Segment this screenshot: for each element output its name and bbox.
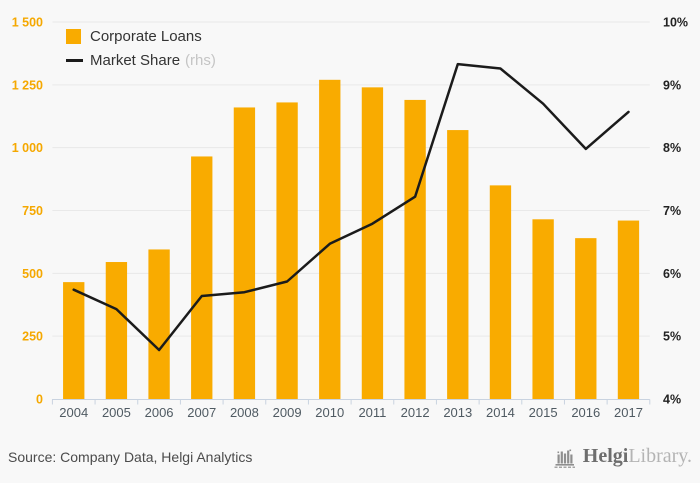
- y-axis-right-label: 7%: [663, 204, 681, 218]
- bar-2006: [148, 249, 170, 399]
- legend-bar-label: Corporate Loans: [90, 28, 202, 45]
- helgi-library-logo: HelgiLibrary.: [553, 442, 692, 469]
- chart-legend: Corporate Loans Market Share (rhs): [66, 27, 216, 70]
- y-axis-right-label: 8%: [663, 141, 681, 155]
- market-share-line: [72, 62, 630, 352]
- bar-2007: [191, 156, 213, 399]
- y-axis-right-label: 5%: [663, 330, 681, 344]
- bar-2013: [447, 130, 469, 399]
- y-axis-left-label: 750: [22, 204, 43, 218]
- x-axis-label-2009: 2009: [273, 405, 302, 420]
- legend-item-market-share: Market Share (rhs): [66, 51, 216, 70]
- x-axis-label-2007: 2007: [187, 405, 216, 420]
- bar-2008: [233, 107, 256, 399]
- legend-line-label: Market Share: [90, 52, 181, 69]
- x-axis-label-2004: 2004: [59, 405, 88, 420]
- helgi-logo-bars-icon: [554, 449, 575, 468]
- x-axis-label-2015: 2015: [529, 405, 558, 420]
- bar-2010: [319, 79, 341, 399]
- y-axis-right-label: 4%: [663, 393, 681, 407]
- x-axis-label-2010: 2010: [315, 405, 344, 420]
- x-axis-label-2014: 2014: [486, 405, 515, 420]
- legend-line-swatch-icon: [66, 59, 83, 62]
- x-axis-label-2005: 2005: [102, 405, 131, 420]
- bar-2009: [276, 102, 298, 399]
- bar-2016: [575, 238, 597, 399]
- x-axis-label-2006: 2006: [145, 405, 174, 420]
- bar-2011: [361, 87, 384, 399]
- corporate-loans-market-share-chart: 0 250 500 750 1 000 1 250 1 500 4% 5% 6% 7% 8% 9% 10%…: [12, 16, 688, 421]
- source-text: Source: Company Data, Helgi Analytics: [8, 449, 253, 465]
- logo-text-helgi: Helgi: [582, 444, 629, 467]
- x-axis-label-2011: 2011: [358, 405, 386, 420]
- logo-text-library: Library.: [628, 444, 692, 467]
- y-axis-left-label: 500: [22, 267, 43, 281]
- bar-2017: [617, 220, 640, 399]
- y-axis-right-label: 6%: [663, 267, 681, 281]
- y-axis-left-label: 250: [22, 330, 43, 344]
- x-axis-label-2016: 2016: [571, 405, 600, 420]
- bar-2012: [404, 99, 426, 399]
- legend-item-corporate-loans: Corporate Loans: [66, 27, 216, 46]
- x-axis-label-2017: 2017: [614, 405, 643, 420]
- y-axis-right-label: 10%: [663, 16, 688, 30]
- legend-bar-swatch-icon: [66, 29, 81, 44]
- x-axis-label-2013: 2013: [443, 405, 472, 420]
- y-axis-left-label: 1 500: [12, 16, 43, 30]
- y-axis-left-label: 1 000: [12, 141, 43, 155]
- legend-line-suffix: (rhs): [185, 52, 216, 69]
- x-axis-label-2012: 2012: [401, 405, 430, 420]
- y-axis-left-label: 0: [36, 393, 43, 407]
- bar-2015: [532, 219, 554, 399]
- bar-2004: [63, 282, 85, 399]
- bar-2014: [489, 185, 512, 399]
- y-axis-right-label: 9%: [663, 78, 681, 92]
- bar-2005: [105, 262, 128, 399]
- x-axis-label-2008: 2008: [230, 405, 259, 420]
- y-axis-left-label: 1 250: [12, 78, 43, 92]
